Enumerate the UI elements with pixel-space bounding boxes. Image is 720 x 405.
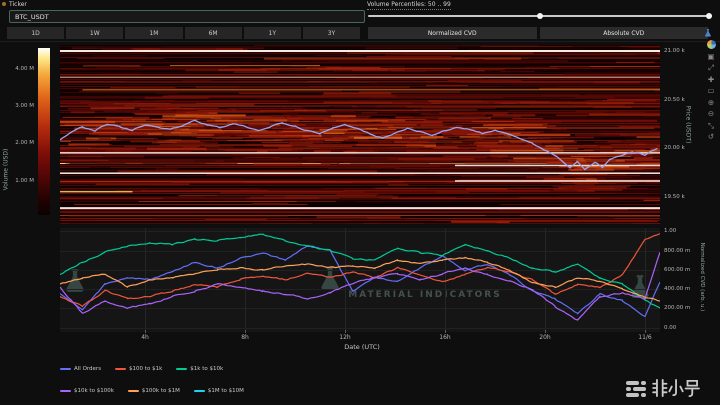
legend-item--100-to-1k[interactable]: $100 to $1k bbox=[115, 366, 162, 372]
cvd-canvas[interactable] bbox=[60, 228, 660, 332]
price-tick: 19.50 k bbox=[664, 193, 685, 200]
tab-1m[interactable]: 1M bbox=[125, 27, 183, 39]
date-tick: 11/6 bbox=[638, 334, 652, 341]
brand-text bbox=[652, 379, 700, 398]
date-tickmark bbox=[345, 330, 346, 333]
price-tick: 20.00 k bbox=[664, 145, 685, 151]
legend-label: $1k to $10k bbox=[190, 366, 224, 372]
colorbar-tick: 3.00 M bbox=[15, 103, 34, 109]
colorbar-tick: 2.00 M bbox=[15, 140, 34, 146]
autoscale-icon[interactable]: ⤡ bbox=[708, 120, 714, 130]
cvd-tick: 200.00 m bbox=[664, 305, 691, 312]
date-tickmark bbox=[445, 330, 446, 333]
heatmap-plot-area[interactable] bbox=[60, 45, 660, 224]
legend-label: All Orders bbox=[74, 366, 102, 372]
cvd-mode-buttons: Normalized CVD Absolute CVD bbox=[368, 27, 708, 39]
price-axis-title: Price (USDT) bbox=[684, 105, 692, 144]
legend-label: $10k to $100k bbox=[74, 388, 114, 394]
brand-icon bbox=[626, 380, 646, 397]
date-tickmark bbox=[245, 330, 246, 333]
date-tickmark bbox=[545, 330, 546, 333]
date-tick: 12h bbox=[339, 334, 351, 341]
cvd-plot-area[interactable]: MATERIAL INDICATORS bbox=[60, 228, 660, 332]
tab-1w[interactable]: 1W bbox=[66, 27, 124, 39]
plotly-logo-icon[interactable] bbox=[706, 40, 716, 49]
button-normalized-cvd[interactable]: Normalized CVD bbox=[368, 27, 537, 39]
corner-artifact-dot bbox=[2, 2, 6, 6]
price-tick: 20.50 k bbox=[664, 96, 685, 103]
percentile-slider-handle-max[interactable] bbox=[705, 12, 712, 19]
tab-6m[interactable]: 6M bbox=[184, 27, 242, 39]
price-tick: 21.00 k bbox=[664, 48, 685, 54]
cvd-axis-title: Normalized CVD (arb. u.) bbox=[699, 242, 705, 312]
legend-label: $100 to $1k bbox=[129, 366, 163, 372]
button-absolute-cvd[interactable]: Absolute CVD bbox=[539, 27, 708, 39]
tab-1d[interactable]: 1D bbox=[7, 27, 65, 39]
zoom-out-icon[interactable]: ⊖ bbox=[707, 109, 715, 118]
ticker-label: Ticker bbox=[9, 1, 27, 8]
legend-item--1m-to-10m[interactable]: $1M to $10M bbox=[193, 388, 244, 394]
legend-swatch bbox=[60, 368, 71, 370]
colorbar-tick: 1.00 M bbox=[15, 178, 34, 184]
date-tickmark bbox=[645, 330, 646, 333]
tab-3y[interactable]: 3Y bbox=[302, 27, 361, 39]
colorbar-tick: 4.00 M bbox=[15, 66, 34, 72]
legend-item--1k-to-10k[interactable]: $1k to $10k bbox=[176, 366, 223, 372]
legend-item--100k-to-1m[interactable]: $100k to $1M bbox=[127, 388, 180, 394]
legend-row-2: $10k to $100k $100k to $1M $1M to $10M bbox=[60, 388, 244, 394]
plotly-modebar: ▣ ⤢ ✚ ▭ ⊕ ⊖ ⤡ ↺ bbox=[704, 40, 718, 141]
reset-axes-icon[interactable]: ↺ bbox=[707, 132, 715, 141]
cvd-tick: 0.00 bbox=[664, 324, 677, 331]
legend-item--10k-to-100k[interactable]: $10k to $100k bbox=[60, 388, 114, 394]
date-axis-title: Date (UTC) bbox=[344, 343, 380, 351]
range-tabs: 1D 1W 1M 6M 1Y 3Y bbox=[7, 27, 361, 39]
brand-logo bbox=[626, 378, 703, 399]
tab-1y[interactable]: 1Y bbox=[243, 27, 301, 39]
date-tick: 16h bbox=[439, 334, 451, 341]
date-tick: 8h bbox=[241, 334, 249, 341]
modebar-icons: ▣ ⤢ ✚ ▭ ⊕ ⊖ ⤡ ↺ bbox=[707, 51, 715, 142]
volume-colorbar bbox=[38, 48, 50, 215]
pan-icon[interactable]: ✚ bbox=[707, 74, 715, 84]
cvd-tick: 800.00 m bbox=[664, 247, 691, 254]
heatmap-canvas[interactable] bbox=[60, 45, 660, 224]
percentiles-label: Volume Percentiles: 50 .. 99 bbox=[367, 1, 451, 10]
date-tick: 4h bbox=[141, 334, 149, 341]
cvd-tick: 600.00 m bbox=[664, 266, 691, 273]
box-select-icon[interactable]: ▭ bbox=[707, 86, 715, 95]
legend-item-all-orders[interactable]: All Orders bbox=[60, 366, 101, 372]
legend-label: $1M to $10M bbox=[207, 388, 244, 394]
date-tick: 20h bbox=[539, 334, 551, 341]
legend-swatch bbox=[176, 368, 188, 370]
legend-swatch bbox=[60, 390, 71, 392]
percentile-slider-track[interactable] bbox=[368, 12, 712, 19]
legend-swatch bbox=[127, 390, 139, 392]
zoom-icon[interactable]: ⤢ bbox=[708, 63, 714, 72]
legend-label: $100k to $1M bbox=[141, 388, 180, 394]
cvd-tick: 1.00 bbox=[664, 228, 677, 235]
ticker-input[interactable] bbox=[9, 10, 365, 23]
camera-icon[interactable]: ▣ bbox=[707, 51, 715, 61]
plot-top-border bbox=[0, 41, 720, 42]
legend-row-1: All Orders $100 to $1k $1k to $10k bbox=[60, 366, 223, 372]
colorbar-title: Volume (USD) bbox=[2, 148, 10, 191]
date-tickmark bbox=[145, 330, 146, 333]
zoom-in-icon[interactable]: ⊕ bbox=[707, 97, 715, 107]
flask-icon[interactable] bbox=[704, 28, 712, 38]
percentile-slider-handle-min[interactable] bbox=[537, 12, 543, 19]
cvd-tick: 400.00 m bbox=[664, 286, 691, 293]
legend-swatch bbox=[115, 368, 127, 370]
legend-swatch bbox=[193, 390, 205, 392]
